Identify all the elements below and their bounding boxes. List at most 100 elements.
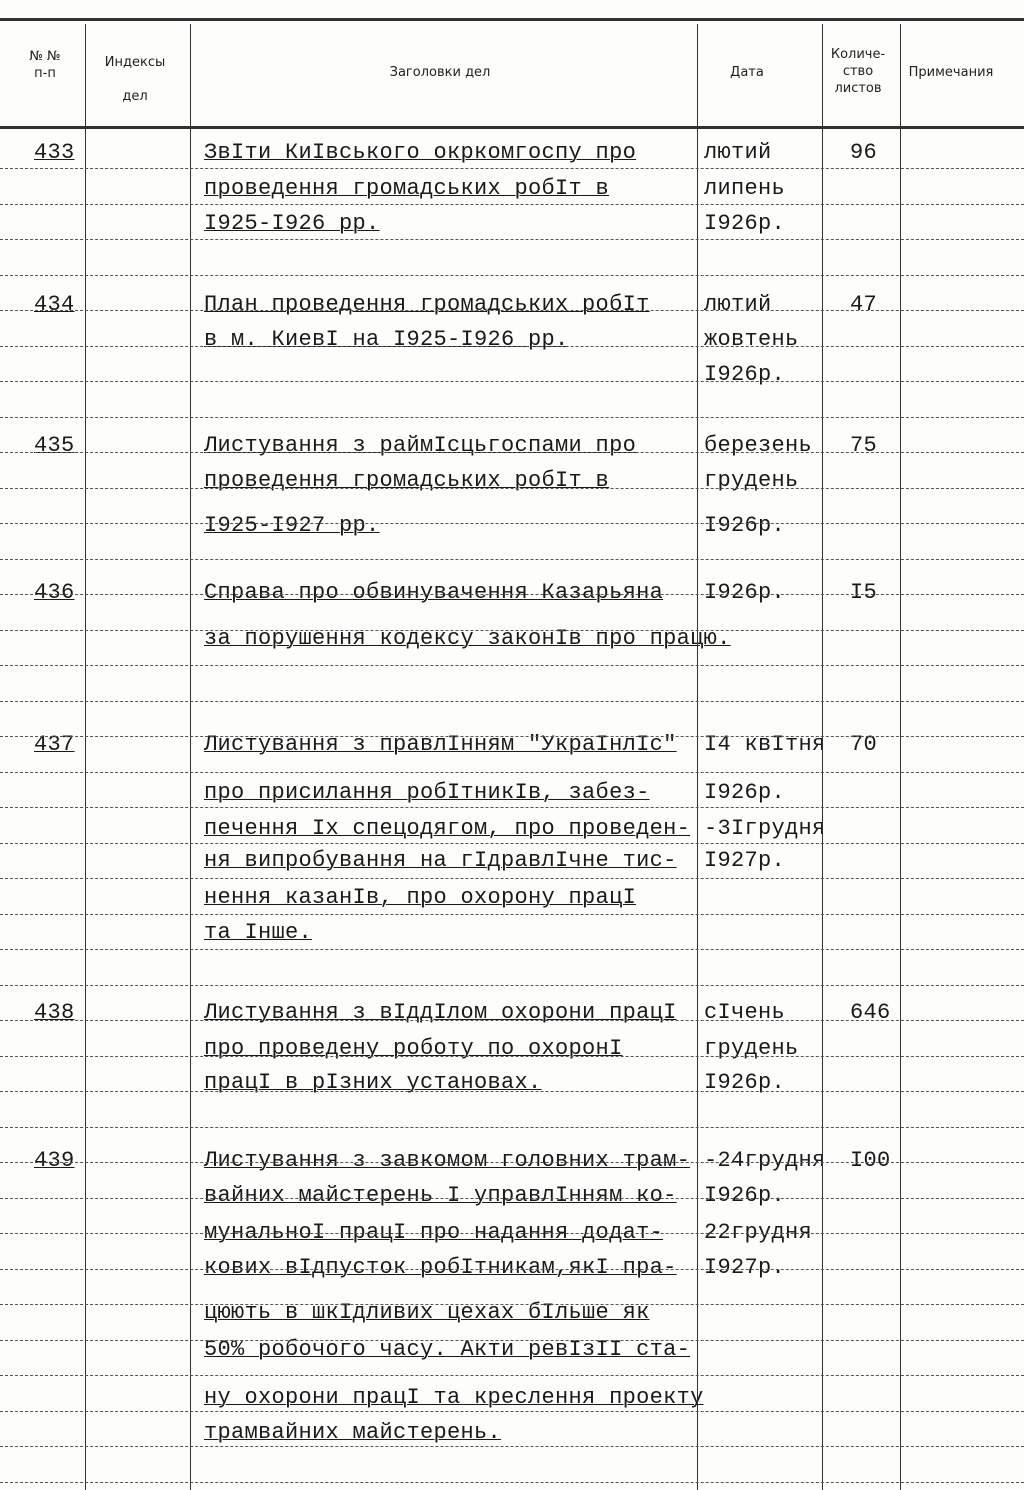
entry-sheet-count: 75 xyxy=(850,433,878,458)
entry-number: 435 xyxy=(34,433,75,458)
entry-title-line: Листування з вІддІлом охорони працІ xyxy=(204,1000,677,1025)
column-divider xyxy=(697,24,698,1490)
header-notes: Примечания xyxy=(908,65,994,80)
entry-title-line: ня випробування на гІдравлІчне тис- xyxy=(204,848,677,873)
entry-sheet-count: 646 xyxy=(850,1000,891,1025)
entry-date-line: І926р. xyxy=(704,780,786,805)
entry-number: 439 xyxy=(34,1148,75,1173)
ruled-line xyxy=(0,1233,1024,1234)
entry-title-line: печення Іх спецодягом, про проведен- xyxy=(204,816,691,841)
ruled-line xyxy=(0,914,1024,915)
ruled-line xyxy=(0,1056,1024,1057)
ruled-line xyxy=(0,204,1024,205)
entry-date-line: лютий xyxy=(704,292,772,317)
entry-title-line: кових вІдпусток робІтникам,якІ пра- xyxy=(204,1255,677,1280)
entry-number: 434 xyxy=(34,292,75,317)
entry-title-line: План проведення громадських робІт xyxy=(204,292,650,317)
entry-date-line: грудень xyxy=(704,1036,799,1061)
ruled-line xyxy=(0,843,1024,844)
ruled-line xyxy=(0,488,1024,489)
entry-date-line: І926р. xyxy=(704,1183,786,1208)
ruled-line xyxy=(0,1127,1024,1128)
header-count: Количе- ство листов xyxy=(830,47,886,96)
entry-number: 436 xyxy=(34,580,75,605)
ruled-line xyxy=(0,985,1024,986)
entry-title-line: І925-І926 рр. xyxy=(204,211,380,236)
ruled-line xyxy=(0,310,1024,311)
entry-title-line: про присилання робІтникІв, забез- xyxy=(204,780,650,805)
entry-date-line: І926р. xyxy=(704,211,786,236)
entry-title-line: про проведену роботу по охоронІ xyxy=(204,1036,623,1061)
entry-title-line: Справа про обвинувачення Казарьяна xyxy=(204,580,664,605)
header-index: Индексы дел xyxy=(104,55,166,104)
entry-title-line: І925-І927 рр. xyxy=(204,513,380,538)
entry-title-line: трамвайних майстерень. xyxy=(204,1420,502,1445)
ruled-line xyxy=(0,1411,1024,1412)
entry-date-line: липень xyxy=(704,176,786,201)
header-title: Заголовки дел xyxy=(389,65,491,80)
ruled-line xyxy=(0,168,1024,169)
ruled-line xyxy=(0,949,1024,950)
header-date: Дата xyxy=(730,65,764,80)
ruled-line xyxy=(0,239,1024,240)
column-divider xyxy=(900,24,901,1490)
ruled-line xyxy=(0,1269,1024,1270)
entry-title-line: мунальноІ працІ про надання додат- xyxy=(204,1220,664,1245)
entry-date-line: сІчень xyxy=(704,1000,786,1025)
header-number: № № п-п xyxy=(29,49,61,81)
entry-date-line: І926р. xyxy=(704,362,786,387)
entry-date-line: І926р. xyxy=(704,513,786,538)
ruled-line xyxy=(0,1091,1024,1092)
ruled-line xyxy=(0,452,1024,453)
header-rule xyxy=(0,126,1024,129)
entry-date-line: І926р. xyxy=(704,580,786,605)
entry-number: 438 xyxy=(34,1000,75,1025)
ruled-line xyxy=(0,275,1024,276)
ruled-line xyxy=(0,736,1024,737)
entry-date-line: І927р. xyxy=(704,848,786,873)
entry-title-line: проведення громадських робІт в xyxy=(204,176,610,201)
entry-title-line: Листування з раймІсцьгоспами про xyxy=(204,433,637,458)
entry-title-line: 50% робочого часу. Акти ревІзІІ ста- xyxy=(204,1337,691,1362)
ruled-line xyxy=(0,1020,1024,1021)
ruled-line xyxy=(0,1375,1024,1376)
entry-sheet-count: І5 xyxy=(850,580,878,605)
entry-sheet-count: І00 xyxy=(850,1148,891,1173)
column-divider xyxy=(190,24,191,1490)
entry-title-line: ну охорони працІ та креслення проекту xyxy=(204,1385,704,1410)
ruled-line xyxy=(0,1446,1024,1447)
entry-title-line: та Інше. xyxy=(204,920,313,945)
ruled-line xyxy=(0,523,1024,524)
entry-title-line: працІ в рІзних установах. xyxy=(204,1070,542,1095)
ruled-line xyxy=(0,807,1024,808)
ruled-line xyxy=(0,1340,1024,1341)
ruled-line xyxy=(0,878,1024,879)
entry-sheet-count: 96 xyxy=(850,140,878,165)
entry-date-line: -3Ігрудня xyxy=(704,816,826,841)
entry-date-line: -24грудня xyxy=(704,1148,826,1173)
ruled-line xyxy=(0,1162,1024,1163)
ruled-line xyxy=(0,1198,1024,1199)
ruled-line xyxy=(0,559,1024,560)
ruled-line xyxy=(0,594,1024,595)
ruled-line xyxy=(0,1304,1024,1305)
entry-sheet-count: 47 xyxy=(850,292,878,317)
entry-title-line: Листування з завкомом головних трам- xyxy=(204,1148,691,1173)
entry-date-line: І927р. xyxy=(704,1255,786,1280)
entry-date-line: грудень xyxy=(704,468,799,493)
entry-title-line: ЗвІти КиІвського окркомгоспу про xyxy=(204,140,637,165)
column-divider xyxy=(85,24,86,1490)
entry-date-line: І926р. xyxy=(704,1070,786,1095)
ruled-line xyxy=(0,630,1024,631)
entry-date-line: 22грудня xyxy=(704,1220,813,1245)
entry-title-line: вайних майстерень І управлІнням ко- xyxy=(204,1183,677,1208)
entry-date-line: березень xyxy=(704,433,813,458)
ruled-line xyxy=(0,772,1024,773)
entry-title-line: проведення громадських робІт в xyxy=(204,468,610,493)
ruled-line xyxy=(0,701,1024,702)
column-divider xyxy=(822,24,823,1490)
entry-title-line: в м. КиевІ на І925-І926 рр. xyxy=(204,327,569,352)
ruled-line xyxy=(0,381,1024,382)
entry-title-line: нення казанІв, про охорону працІ xyxy=(204,885,637,910)
